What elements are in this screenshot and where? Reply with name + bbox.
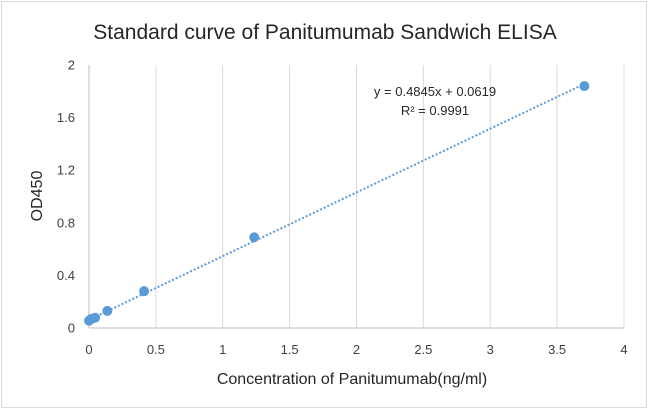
x-tick-label: 0 xyxy=(85,342,92,357)
x-tick-label: 4 xyxy=(620,342,627,357)
axes xyxy=(88,65,624,329)
chart-title: Standard curve of Panitumumab Sandwich E… xyxy=(93,21,556,44)
x-tick-label: 2.5 xyxy=(414,342,432,357)
x-tick-label: 3.5 xyxy=(548,342,566,357)
data-point xyxy=(90,312,101,323)
x-tick-label: 1 xyxy=(219,342,226,357)
y-tick-label: 0 xyxy=(68,321,75,336)
data-points xyxy=(84,81,590,326)
y-tick-label: 2 xyxy=(68,58,75,73)
y-tick-label: 1.6 xyxy=(57,110,75,125)
x-axis-title: Concentration of Panitumumab(ng/ml) xyxy=(217,371,487,388)
y-tick-label: 1.2 xyxy=(57,163,75,178)
trendline-equation: y = 0.4845x + 0.0619 xyxy=(374,84,496,99)
x-tick-labels: 0 0.5 1 1.5 2 2.5 3 3.5 4 xyxy=(85,342,627,357)
x-tick-label: 0.5 xyxy=(147,342,165,357)
trendline-r-squared: R² = 0.9991 xyxy=(401,103,469,118)
y-tick-label: 0.8 xyxy=(57,215,75,230)
y-tick-labels: 0 0.4 0.8 1.2 1.6 2 xyxy=(57,58,75,336)
data-point xyxy=(249,232,260,243)
data-point xyxy=(579,81,590,92)
grid-lines xyxy=(155,65,625,328)
data-point xyxy=(139,286,150,297)
y-axis-title: OD450 xyxy=(29,171,46,222)
x-tick-label: 3 xyxy=(487,342,494,357)
data-point xyxy=(102,305,113,316)
x-tick-label: 2 xyxy=(353,342,360,357)
y-tick-label: 0.4 xyxy=(57,268,75,283)
trendline xyxy=(88,82,585,321)
x-tick-label: 1.5 xyxy=(281,342,299,357)
